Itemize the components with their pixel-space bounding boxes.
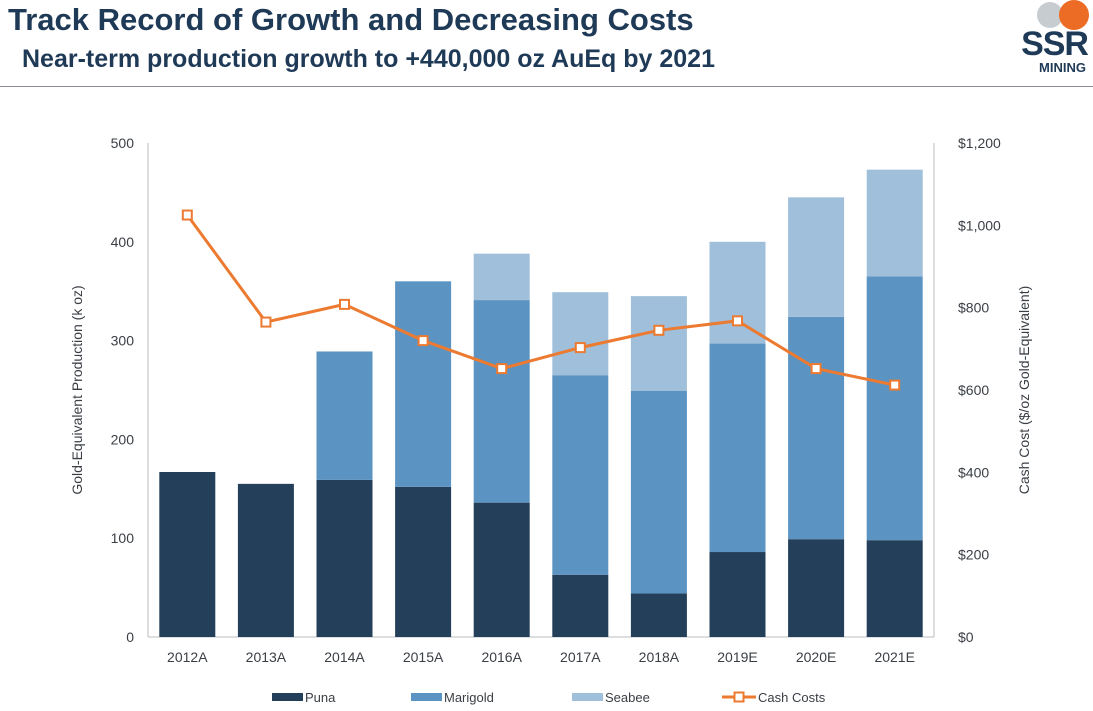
y-axis-title-left: Gold-Equivalent Production (k oz) [69, 285, 85, 494]
y-tick-label-right: $1,000 [958, 217, 1001, 233]
y-tick-label-left: 100 [111, 530, 135, 546]
y-tick-label-right: $400 [958, 464, 989, 480]
cash-costs-point [417, 335, 429, 347]
x-tick-label: 2015A [403, 649, 444, 665]
bar-puna [159, 472, 216, 637]
legend-swatch-puna [272, 693, 303, 701]
cash-costs-point [496, 363, 508, 375]
y-tick-label-right: $200 [958, 547, 989, 563]
bar-marigold [630, 390, 687, 594]
cash-costs-point [889, 379, 901, 391]
legend-label: Puna [305, 690, 336, 705]
cash-costs-line [186, 214, 896, 387]
bar-puna [788, 539, 845, 637]
x-tick-label: 2012A [167, 649, 208, 665]
bar-seabee [630, 296, 687, 391]
y-tick-label-left: 500 [111, 135, 135, 151]
y-tick-label-right: $800 [958, 300, 989, 316]
bar-marigold [709, 343, 766, 553]
legend-label: Cash Costs [758, 690, 826, 705]
cash-costs-point [574, 342, 586, 354]
logo-grey-dot [1037, 2, 1063, 28]
bar-marigold [316, 351, 373, 480]
y-tick-label-left: 200 [111, 431, 135, 447]
x-tick-label: 2014A [324, 649, 365, 665]
y-tick-label-left: 0 [126, 629, 134, 645]
bar-seabee [866, 169, 923, 277]
bar-marigold [552, 375, 609, 575]
logo-text: SSR [1021, 25, 1089, 63]
bar-seabee [552, 292, 609, 376]
x-tick-label: 2016A [481, 649, 522, 665]
bar-marigold [866, 276, 923, 541]
bar-puna [473, 502, 530, 637]
logo-subtext: MINING [1039, 60, 1086, 75]
y-tick-label-right: $1,200 [958, 135, 1001, 151]
legend-label: Seabee [605, 690, 650, 705]
bar-marigold [395, 281, 452, 487]
cash-costs-point [181, 209, 193, 221]
header-divider [0, 86, 1093, 87]
bar-puna [630, 593, 687, 637]
cash-costs-point [732, 315, 743, 327]
bar-puna [866, 540, 923, 637]
legend-swatch-marigold [411, 693, 442, 701]
logo-orange-dot [1059, 0, 1089, 30]
bar-puna [316, 479, 373, 637]
x-tick-label: 2019E [717, 649, 757, 665]
bar-seabee [473, 253, 530, 301]
legend-label: Marigold [444, 690, 494, 705]
bar-seabee [788, 197, 845, 317]
x-tick-label: 2017A [560, 649, 601, 665]
bar-marigold [788, 316, 845, 540]
y-tick-label-left: 300 [111, 333, 135, 349]
y-tick-label-right: $0 [958, 629, 974, 645]
page-subtitle: Near-term production growth to +440,000 … [22, 45, 715, 73]
x-tick-label: 2013A [246, 649, 287, 665]
cash-costs-point [339, 298, 350, 310]
cash-costs-point [810, 363, 822, 375]
x-tick-label: 2018A [639, 649, 680, 665]
y-tick-label-right: $600 [958, 382, 989, 398]
x-tick-label: 2020E [796, 649, 836, 665]
cash-costs-point [653, 324, 665, 336]
bar-puna [709, 552, 766, 637]
page-title: Track Record of Growth and Decreasing Co… [8, 2, 694, 37]
x-tick-label: 2021E [874, 649, 914, 665]
bar-seabee [709, 241, 766, 344]
bar-puna [237, 483, 294, 637]
y-tick-label-left: 400 [111, 234, 135, 250]
bar-puna [552, 574, 609, 637]
bar-marigold [473, 300, 530, 503]
company-logo: SSR MINING [1012, 0, 1090, 80]
legend-swatch-seabee [572, 693, 603, 701]
legend-marker-cash-costs [733, 691, 745, 703]
cash-costs-point [260, 316, 272, 328]
y-axis-title-right: Cash Cost ($/oz Gold-Equivalent) [1016, 286, 1032, 495]
bar-puna [395, 486, 452, 637]
